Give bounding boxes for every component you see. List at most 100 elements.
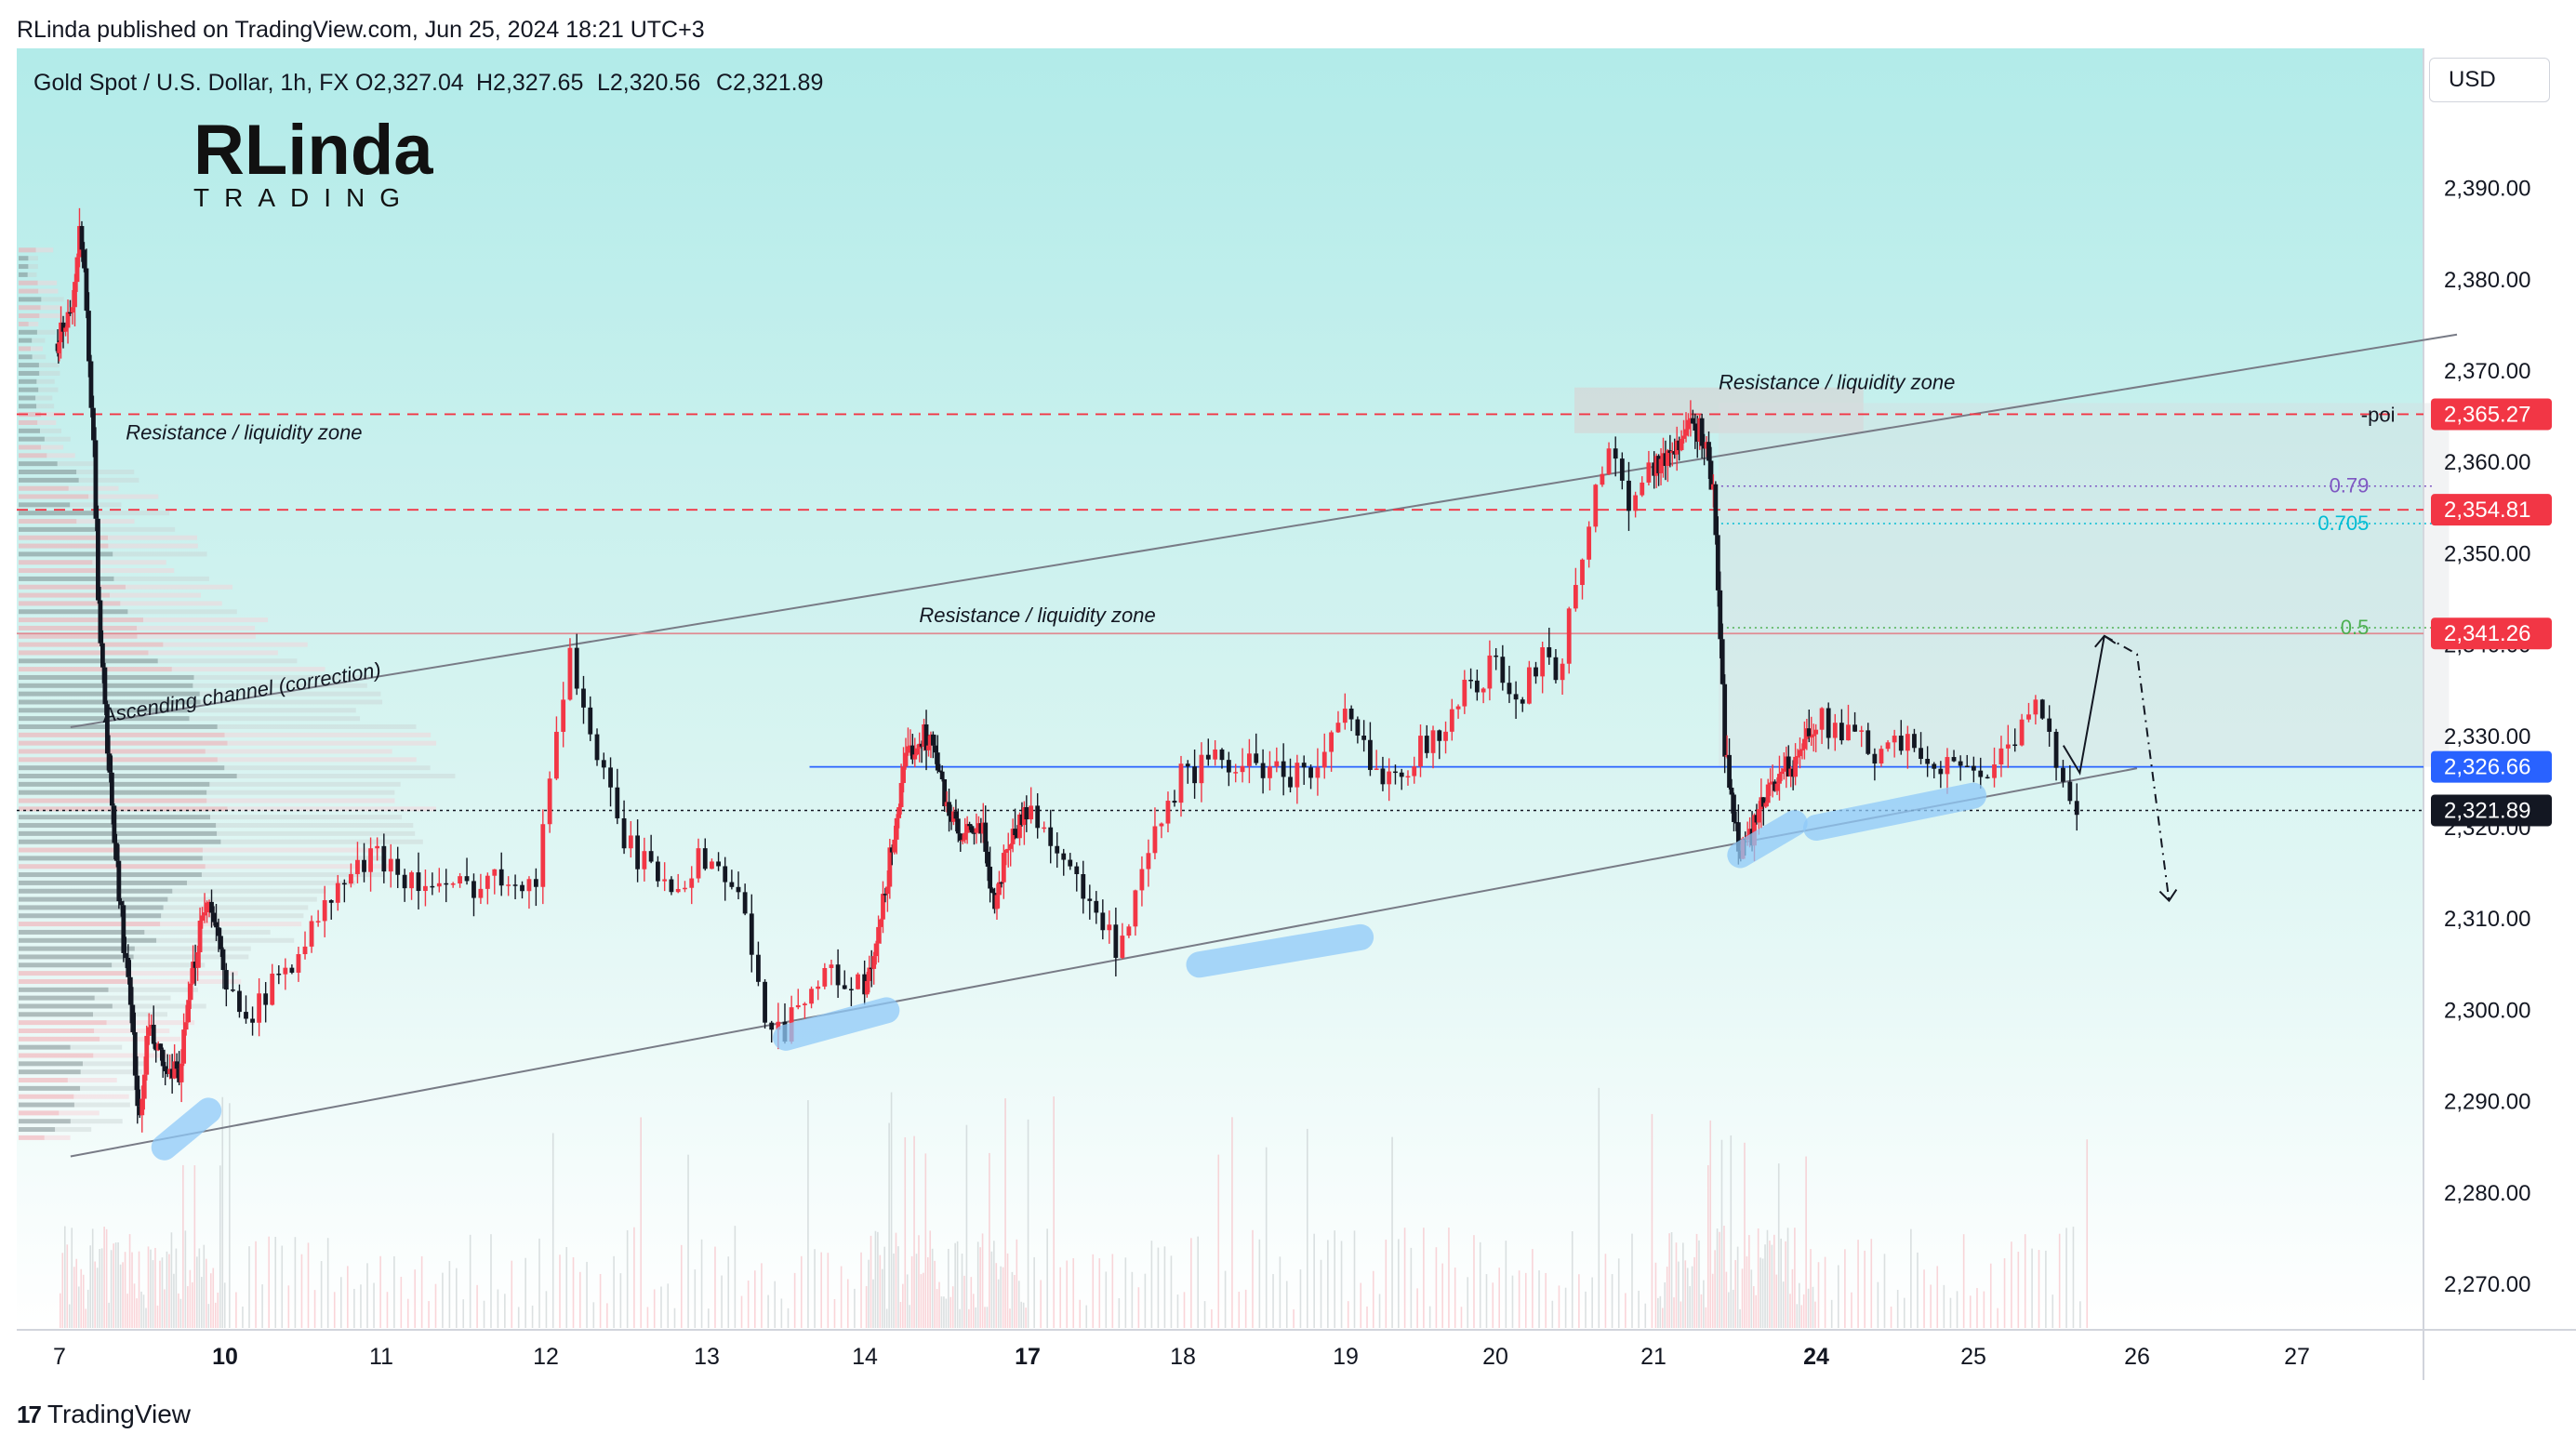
projection-up-line[interactable]	[2062, 635, 2105, 776]
volume-bar	[373, 1282, 375, 1328]
volume-bar	[1564, 1287, 1567, 1328]
volume-bar	[970, 1277, 973, 1328]
candle-body	[1806, 728, 1812, 737]
candle-body	[1958, 761, 1963, 766]
channel-upper-line[interactable]	[70, 333, 2458, 728]
candle-body	[763, 981, 767, 1023]
candle-body	[1672, 451, 1678, 455]
candle-body	[409, 872, 414, 889]
volume-bar	[326, 1238, 329, 1328]
price-tags: 2,365.27 2,354.81 2,341.26 2,326.66 2,321.89	[2431, 398, 2552, 827]
volume-bar	[333, 1292, 336, 1328]
support-highlight[interactable]	[151, 1097, 222, 1161]
projection-down-line[interactable]	[2104, 634, 2171, 901]
volume-bar	[170, 1232, 173, 1328]
candle-body	[1985, 777, 1990, 779]
volume-bar	[1714, 1250, 1716, 1328]
volume-profile-bar	[163, 905, 309, 910]
volume-bar	[100, 1248, 103, 1328]
volume-profile-bar	[113, 576, 209, 581]
volume-bar	[940, 1296, 943, 1328]
candle-body	[98, 600, 103, 644]
volume-bar	[1638, 1290, 1640, 1328]
volume-profile-bar	[19, 419, 38, 425]
annotation-text[interactable]: Resistance / liquidity zone	[1719, 371, 1955, 394]
candle-body	[1274, 761, 1280, 767]
candle-body	[1178, 763, 1184, 803]
support-highlight[interactable]	[1186, 923, 1374, 978]
volume-bar	[1725, 1271, 1728, 1328]
volume-profile-bar	[19, 1069, 81, 1075]
volume-bar	[1460, 1307, 1463, 1328]
price-axis[interactable]: 2,270.00 2,280.00 2,290.00 2,300.00 2,310.00…	[2444, 177, 2530, 1297]
volume-profile-bar	[19, 370, 40, 376]
volume-bar	[1675, 1242, 1678, 1328]
volume-bar	[1997, 1308, 1998, 1328]
volume-profile-bar	[112, 1003, 206, 1009]
candle-body	[1308, 767, 1313, 778]
volume-bar	[393, 1255, 395, 1328]
volume-bar	[175, 1248, 178, 1328]
volume-profile-bar	[217, 830, 416, 836]
candle-body	[1315, 767, 1321, 778]
projection-path[interactable]	[2062, 634, 2178, 903]
volume-bar	[1224, 1270, 1227, 1328]
candle-body	[1795, 756, 1800, 758]
volume-profile-bar	[157, 658, 298, 664]
volume-bar	[1684, 1260, 1687, 1328]
volume-bar	[1111, 1254, 1114, 1328]
poi-zone[interactable]	[1574, 387, 1864, 433]
candle-body	[1281, 761, 1286, 777]
volume-bar	[1473, 1235, 1475, 1328]
candle-body	[179, 1063, 184, 1082]
volume-bar	[1625, 1293, 1627, 1328]
volume-bar	[189, 1269, 192, 1328]
candle-body	[158, 1043, 164, 1050]
candle-body	[903, 752, 909, 767]
volume-profile-bar	[19, 264, 29, 270]
tradingview-brand[interactable]: 17 TradingView	[17, 1400, 191, 1429]
candle-body	[1661, 453, 1666, 459]
candle-body	[1804, 728, 1810, 739]
annotation-text[interactable]: Resistance / liquidity zone	[126, 421, 362, 445]
volume-profile-bar	[40, 428, 62, 433]
support-highlight[interactable]	[773, 997, 900, 1051]
candle-body	[901, 766, 906, 783]
volume-bar	[1448, 1228, 1450, 1328]
volume-bar	[827, 1253, 830, 1328]
volume-bar	[154, 1247, 156, 1328]
candle-body	[2019, 719, 2025, 746]
volume-bar	[386, 1292, 389, 1328]
support-highlight[interactable]	[1803, 782, 1986, 841]
volume-bar	[714, 1246, 716, 1328]
volume-profile-bar	[193, 683, 367, 688]
candle-body	[1199, 754, 1204, 784]
support-highlight[interactable]	[1727, 810, 1808, 869]
volume-bar	[2011, 1241, 2012, 1328]
time-tick-label: 20	[1482, 1344, 1508, 1370]
volume-profile-bar	[19, 1036, 100, 1042]
volume-profile-bar	[19, 1078, 68, 1083]
annotation-text[interactable]: Resistance / liquidity zone	[919, 604, 1155, 627]
support-marks[interactable]	[151, 782, 1986, 1161]
price-tag-bg	[2431, 617, 2552, 650]
time-axis[interactable]: 7 10 11 12 13 14 17 18 19 20 21 24 25 26 27	[53, 1344, 2310, 1370]
volume-bar	[1238, 1291, 1241, 1328]
candle-body	[1690, 418, 1695, 424]
volume-bar	[268, 1236, 270, 1328]
volume-bar	[1870, 1239, 1873, 1328]
candle-body	[1295, 763, 1300, 788]
volume-bar	[1949, 1297, 1952, 1328]
candle-body	[1412, 766, 1417, 777]
price-tag-bg	[2431, 494, 2552, 526]
volume-profile-bar	[19, 560, 93, 565]
candle-body	[1573, 585, 1578, 609]
candle-body	[244, 1012, 248, 1019]
volume-bar	[1492, 1282, 1494, 1328]
level-lines[interactable]: 0.79 0.705 0.5 -poi	[17, 403, 2434, 812]
currency-button[interactable]: USD	[2429, 58, 2550, 102]
volume-bar	[1837, 1265, 1839, 1328]
candle-body	[100, 643, 105, 668]
candle-body	[309, 921, 314, 947]
